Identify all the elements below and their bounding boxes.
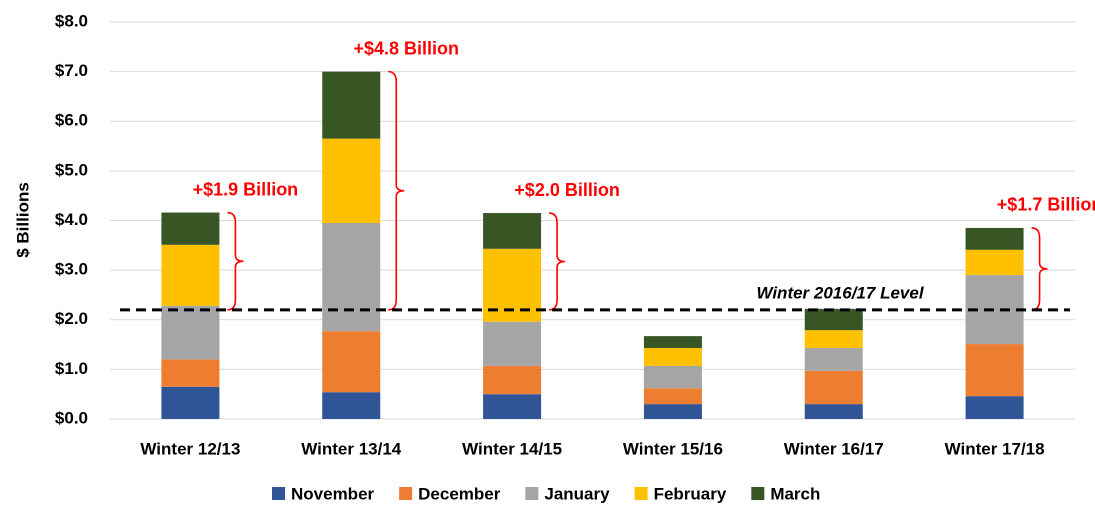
bar-segment	[161, 386, 220, 419]
annotation: +$2.0 Billion	[514, 180, 620, 200]
y-tick-label: $2.0	[55, 309, 88, 328]
brace	[549, 212, 566, 311]
bar-segment	[643, 388, 702, 405]
bar-segment	[643, 365, 702, 389]
legend-swatch	[634, 487, 648, 500]
bar-segment	[965, 249, 1024, 276]
bar-segment	[804, 404, 863, 419]
y-tick-label: $4.0	[55, 210, 88, 229]
annotation: +$4.8 Billion	[353, 38, 459, 58]
legend-label: March	[770, 484, 820, 503]
annotation: +$1.9 Billion	[193, 179, 299, 199]
x-tick-label: Winter 16/17	[784, 439, 884, 458]
bar-segment	[965, 396, 1024, 419]
bar-segment	[965, 344, 1024, 397]
annotation: +$1.7 Billion	[997, 195, 1095, 215]
bar-segment	[483, 213, 542, 249]
bar-segment	[322, 392, 381, 419]
bar-segment	[483, 365, 542, 395]
x-tick-label: Winter 17/18	[945, 439, 1045, 458]
y-tick-label: $7.0	[55, 61, 88, 80]
brace	[388, 70, 405, 311]
bar-segment	[322, 138, 381, 223]
x-tick-label: Winter 14/15	[462, 439, 562, 458]
bar-segment	[322, 71, 381, 139]
bar-segment	[161, 359, 220, 387]
legend-swatch	[272, 487, 285, 500]
bar-segment	[643, 348, 702, 366]
y-tick-label: $0.0	[55, 408, 88, 427]
bar-segment	[161, 212, 220, 245]
bar-segment	[804, 330, 863, 349]
bar-segment	[643, 336, 702, 349]
brace	[1031, 227, 1048, 311]
x-tick-label: Winter 15/16	[623, 439, 723, 458]
y-tick-label: $8.0	[55, 11, 88, 30]
bar-segment	[804, 348, 863, 371]
brace	[227, 211, 244, 311]
legend-label: February	[654, 484, 727, 503]
x-tick-label: Winter 12/13	[140, 439, 240, 458]
reference-label: Winter 2016/17 Level	[756, 283, 924, 302]
legend-label: November	[291, 484, 375, 503]
bar-segment	[322, 222, 381, 332]
legend-label: January	[544, 484, 610, 503]
legend-swatch	[525, 487, 539, 500]
bar-segment	[483, 321, 542, 366]
x-tick-label: Winter 13/14	[301, 439, 402, 458]
bar-segment	[643, 404, 702, 419]
legend-label: December	[418, 484, 501, 503]
legend-swatch	[751, 487, 765, 500]
bar-segment	[161, 305, 220, 360]
bar-segment	[322, 331, 381, 393]
bar-segment	[483, 394, 542, 419]
bar-segment	[161, 244, 220, 306]
y-tick-label: $6.0	[55, 111, 88, 130]
y-tick-label: $5.0	[55, 160, 88, 179]
legend-swatch	[399, 487, 413, 500]
bar-segment	[804, 308, 863, 331]
y-axis-label: $ Billions	[13, 182, 32, 258]
y-tick-label: $1.0	[55, 359, 88, 378]
y-tick-label: $3.0	[55, 260, 88, 279]
bar-segment	[965, 227, 1024, 250]
bar-segment	[804, 370, 863, 405]
